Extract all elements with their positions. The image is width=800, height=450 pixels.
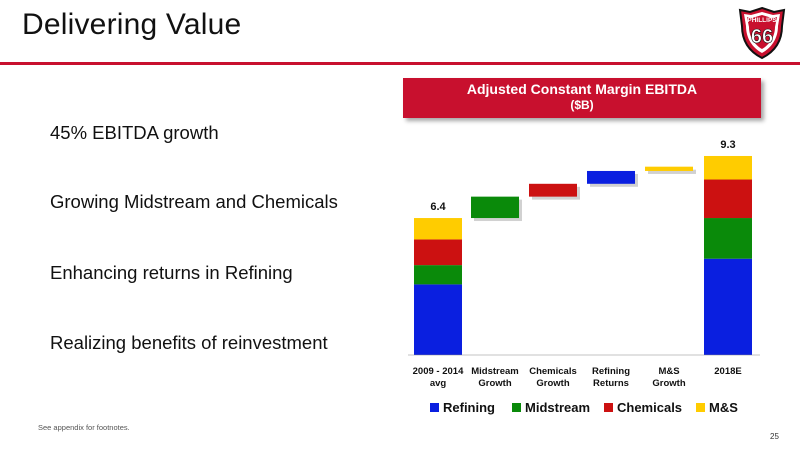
slide-title: Delivering Value	[22, 8, 242, 41]
x-tick-label-2009-2014-avg-line2: avg	[430, 378, 447, 389]
bar-2018e-midstream	[704, 218, 752, 259]
bar-chemicals-growth	[529, 183, 577, 197]
bar-2018e-chemicals	[704, 179, 752, 219]
data-label-2009-2014-avg: 6.4	[430, 201, 446, 213]
bar-2018e-m-s	[704, 155, 752, 180]
chart-title: Adjusted Constant Margin EBITDA	[466, 81, 698, 97]
bullet-item-1: 45% EBITDA growth	[50, 122, 219, 143]
chart-banner: Adjusted Constant Margin EBITDA ($B)	[403, 78, 761, 118]
bar-midstream-growth	[471, 196, 519, 219]
bar-2009-2014-avg-m-s	[414, 218, 462, 240]
x-tick-label-m-s-growth-line2: Growth	[652, 378, 685, 389]
data-label-2018e: 9.3	[720, 139, 735, 151]
legend-swatch-refining	[430, 403, 439, 412]
bar-2009-2014-avg-chemicals	[414, 239, 462, 266]
x-tick-label-2018e: 2018E	[714, 366, 741, 377]
bar-2009-2014-avg-midstream	[414, 265, 462, 285]
legend-swatch-chemicals	[604, 403, 613, 412]
x-tick-label-midstream-growth-line2: Growth	[478, 378, 511, 389]
bullet-item-3: Enhancing returns in Refining	[50, 262, 293, 283]
page-number: 25	[770, 432, 779, 441]
legend-label-ms: M&S	[709, 400, 738, 415]
legend-item-midstream: Midstream	[512, 400, 590, 415]
phillips-66-logo: PHILLIPS 66	[738, 6, 786, 60]
legend-swatch-midstream	[512, 403, 521, 412]
bullet-item-2: Growing Midstream and Chemicals	[50, 191, 338, 212]
legend-item-ms: M&S	[696, 400, 738, 415]
legend-swatch-ms	[696, 403, 705, 412]
bar-2018e-refining	[704, 258, 752, 355]
logo-text-main: 66	[751, 26, 773, 48]
legend-label-midstream: Midstream	[525, 400, 591, 415]
bar-shadow-m-s-growth	[648, 169, 696, 174]
x-tick-label-chemicals-growth-line2: Growth	[536, 378, 569, 389]
bar-2009-2014-avg-refining	[414, 284, 462, 355]
bar-m-s-growth	[645, 166, 693, 171]
legend-item-chemicals: Chemicals	[604, 400, 682, 415]
title-divider	[0, 62, 800, 65]
bullet-item-4: Realizing benefits of reinvestment	[50, 332, 328, 353]
x-tick-label-refining-returns: Refining	[592, 366, 630, 377]
x-tick-label-midstream-growth: Midstream	[471, 366, 519, 377]
x-tick-label-m-s-growth: M&S	[658, 366, 679, 377]
chart-unit: ($B)	[570, 98, 594, 112]
legend-item-refining: Refining	[430, 400, 495, 415]
x-tick-label-2009-2014-avg: 2009 - 2014	[413, 366, 464, 377]
legend-label-chemicals: Chemicals	[617, 400, 683, 415]
x-tick-label-chemicals-growth: Chemicals	[529, 366, 577, 377]
legend-label-refining: Refining	[443, 400, 495, 415]
bar-refining-returns	[587, 170, 635, 184]
footnote: See appendix for footnotes.	[38, 423, 130, 432]
logo-text-top: PHILLIPS	[747, 17, 777, 24]
x-tick-label-refining-returns-line2: Returns	[593, 378, 629, 389]
